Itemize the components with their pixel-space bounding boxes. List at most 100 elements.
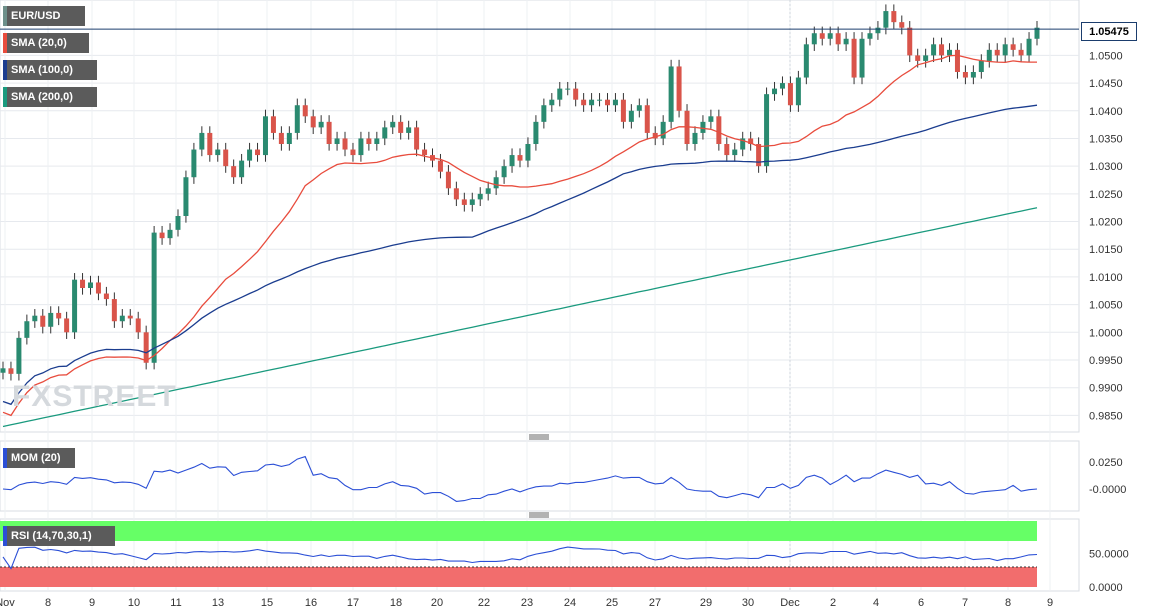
rsi-label: RSI (14,70,30,1)	[3, 526, 115, 546]
candle-body	[255, 149, 261, 156]
candle-body	[127, 315, 133, 319]
candle-body	[87, 282, 93, 288]
symbol-label: EUR/USD	[3, 6, 85, 26]
candle-body	[692, 132, 698, 144]
candle-body	[167, 229, 173, 239]
candle-body	[119, 315, 125, 322]
candle-body	[931, 44, 937, 56]
x-tick-label: 27	[649, 597, 661, 609]
x-tick-label: 9	[1047, 597, 1053, 609]
candle-body	[907, 27, 913, 56]
candle-body	[652, 132, 658, 139]
candle-body	[406, 127, 412, 133]
candle-body	[199, 132, 205, 150]
candle-body	[183, 177, 189, 216]
candle-body	[422, 149, 428, 156]
candle-body	[811, 33, 817, 45]
x-tick-label: 13	[212, 597, 224, 609]
x-tick-label: 23	[521, 597, 533, 609]
candle-body	[270, 116, 276, 133]
candle-body	[660, 121, 666, 139]
candle-body	[151, 232, 157, 363]
candle-body	[978, 60, 984, 72]
candle-body	[915, 55, 921, 61]
rsi-overbought-zone	[0, 521, 1037, 541]
candle-body	[827, 33, 833, 39]
x-tick-label: 30	[742, 597, 754, 609]
mom-plot-area	[0, 440, 1080, 512]
candle-body	[48, 312, 54, 327]
x-tick-label: 24	[564, 597, 576, 609]
y-tick-label: 0.9850	[1089, 410, 1123, 422]
candle-body	[724, 144, 730, 156]
candle-body	[493, 177, 499, 189]
candle-body	[437, 160, 443, 172]
candle-body	[533, 121, 539, 144]
candle-body	[581, 99, 587, 106]
candle-body	[851, 38, 857, 78]
candle-body	[668, 66, 674, 122]
candle-body	[326, 121, 332, 144]
x-tick-label: 25	[606, 597, 618, 609]
candle-body	[286, 132, 292, 144]
candle-body	[740, 138, 746, 150]
mom-tick-label: -0.0000	[1089, 484, 1126, 496]
mom-tick-label: 0.0250	[1089, 457, 1123, 469]
x-tick-label: 18	[390, 597, 402, 609]
candle-body	[477, 193, 483, 200]
candle-body	[469, 199, 475, 205]
candle-body	[795, 77, 801, 106]
candle-body	[318, 121, 324, 128]
fxstreet-watermark: FXSTREET	[12, 380, 177, 413]
y-tick-label: 1.0500	[1089, 50, 1123, 62]
sma-line-0	[2, 54, 1037, 417]
candle-body	[779, 83, 785, 89]
candle-body	[772, 88, 778, 95]
candle-body	[819, 33, 825, 39]
sma-line-1	[2, 104, 1038, 406]
x-tick-label: 22	[478, 597, 490, 609]
candle-body	[159, 232, 165, 239]
candle-body	[111, 299, 117, 322]
candle-body	[700, 121, 706, 133]
x-tick-label: 8	[45, 597, 51, 609]
candle-body	[716, 116, 722, 144]
candle-body	[239, 160, 245, 178]
candle-body	[708, 116, 714, 122]
candle-body	[310, 116, 316, 128]
candle-body	[803, 44, 809, 78]
candle-body	[374, 138, 380, 144]
candle-body	[175, 216, 181, 230]
candle-body	[612, 99, 618, 106]
mom-label: MOM (20)	[3, 448, 75, 468]
candle-body	[95, 282, 101, 294]
candle-body	[72, 279, 78, 333]
candle-body	[565, 88, 571, 90]
candle-body	[986, 49, 992, 61]
x-tick-label: 10	[128, 597, 140, 609]
x-tick-label: 8	[1005, 597, 1011, 609]
candle-body	[604, 99, 610, 106]
candle-body	[891, 11, 897, 23]
x-tick-label: 2	[830, 597, 836, 609]
candle-body	[756, 144, 762, 167]
candle-body	[135, 318, 141, 333]
x-tick-label: 7	[962, 597, 968, 609]
candle-body	[501, 166, 507, 178]
y-tick-label: 1.0050	[1089, 300, 1123, 312]
candle-body	[103, 293, 109, 300]
candle-body	[358, 138, 364, 156]
x-tick-label: 17	[347, 597, 359, 609]
candle-body	[398, 121, 404, 133]
x-tick-label: 16	[305, 597, 317, 609]
candle-body	[461, 199, 467, 205]
candle-body	[1026, 38, 1032, 56]
rsi-line	[2, 546, 1038, 570]
y-tick-label: 0.9950	[1089, 355, 1123, 367]
sma100-label: SMA (100,0)	[3, 60, 97, 80]
candle-body	[231, 166, 237, 178]
y-tick-label: 1.0200	[1089, 217, 1123, 229]
x-tick-label: 6	[918, 597, 924, 609]
candle-body	[859, 38, 865, 78]
